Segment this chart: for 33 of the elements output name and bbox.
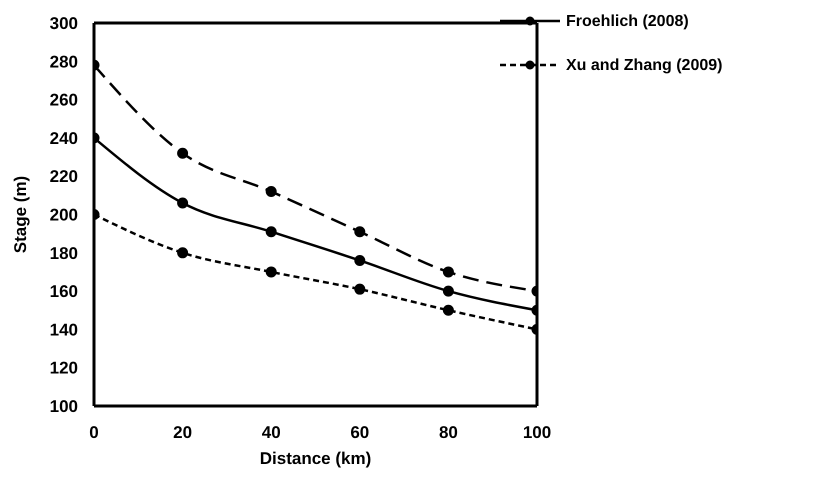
x-tick-label: 80 <box>438 423 458 442</box>
point <box>442 304 454 316</box>
point <box>266 266 277 278</box>
point <box>177 247 188 258</box>
point <box>442 266 454 278</box>
y-tick-label: 100 <box>50 397 78 416</box>
y-tick-label: 280 <box>50 52 78 72</box>
legend-label: Xu and Zhang (2009) <box>566 56 724 76</box>
x-tick-label: 60 <box>350 423 370 442</box>
point <box>177 198 188 209</box>
y-axis-title: Stage (m) <box>11 176 30 254</box>
point <box>266 226 277 238</box>
y-tick-label: 260 <box>50 90 78 110</box>
point <box>442 286 454 297</box>
point <box>354 226 366 238</box>
y-tick-label: 220 <box>50 167 78 186</box>
point <box>266 186 277 198</box>
y-tick-label: 140 <box>50 320 78 340</box>
y-tick-label: 120 <box>50 358 78 378</box>
point <box>354 254 366 266</box>
point <box>354 284 366 295</box>
x-tick-label: 0 <box>89 423 99 442</box>
point <box>177 148 188 159</box>
y-tick-label: 160 <box>50 282 78 302</box>
y-tick-label: 240 <box>50 128 78 148</box>
x-tick-label: 100 <box>522 423 552 442</box>
y-tick-label: 180 <box>50 244 78 263</box>
x-axis-title: Distance (km) <box>260 449 372 468</box>
y-tick-label: 300 <box>50 14 78 34</box>
legend-label: Froehlich (2008) <box>566 12 690 32</box>
y-tick-label: 200 <box>50 206 78 225</box>
x-tick-label: 40 <box>262 423 281 442</box>
x-tick-label: 20 <box>173 423 192 442</box>
